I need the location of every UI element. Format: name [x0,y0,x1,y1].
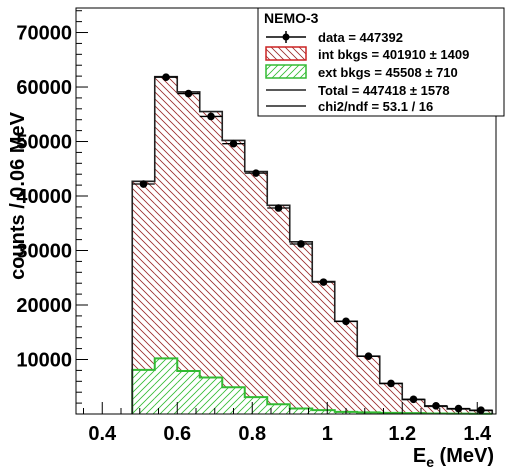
legend-total-label: Total = 447418 ± 1578 [318,83,450,98]
data-point-marker [432,402,440,410]
ext-bkgs-bar [267,404,290,414]
y-tick-label: 10000 [16,350,72,372]
x-tick-label: 1 [322,423,333,445]
ext-bkgs-bar [177,370,200,414]
data-point [357,352,380,361]
x-tick-label: 1.2 [388,423,416,445]
legend-data-label: data = 447392 [318,30,403,45]
data-point [424,402,448,410]
data-point [199,112,223,121]
data-point [402,395,425,404]
data-point-marker [387,379,395,388]
ext-bkgs-bar [289,408,313,414]
ext-bkgs-bar [244,397,268,414]
ext-bkgs-bar [132,369,155,414]
y-tick-label: 50000 [16,132,72,154]
data-point-marker [229,139,238,148]
data-point [469,406,493,414]
data-point [289,240,313,248]
data-point [222,139,245,148]
int-bkgs-bar [222,140,245,388]
int-bkgs-bar [154,76,178,359]
data-point [177,89,200,98]
ext-bkgs-bar [312,410,335,414]
int-bkgs-bar [379,383,403,413]
ext-bkgs-bar [154,358,178,414]
data-point [312,278,335,286]
data-point [267,204,290,212]
data-point [244,169,268,177]
data-point-marker [252,169,260,177]
data-point-marker [364,352,373,361]
x-tick-label: 0.4 [88,423,117,445]
int-bkgs-bar [267,205,290,405]
legend: NEMO-3 data = 447392 int bkgs = 401910 ±… [257,7,505,117]
x-axis-title-main: E [413,445,426,467]
x-axis-title: Ee (MeV) [413,445,494,470]
int-bkgs-bar [424,406,448,414]
int-bkgs-bar [132,181,155,370]
data-point-marker [162,73,170,82]
y-tick-label: 40000 [16,186,72,208]
legend-fit-label: chi2/ndf = 53.1 / 16 [318,99,433,114]
ext-bkgs-bar [222,387,245,414]
y-tick-label: 60000 [16,77,72,99]
data-point-marker [274,204,283,212]
ext-bkgs-bar [199,377,223,414]
data-point-marker [477,406,485,414]
int-bkgs-bar [199,111,223,378]
legend-ext-bkgs-label: ext bkgs = 45508 ± 710 [318,65,458,80]
int-bkgs-bar [357,356,380,413]
legend-ext-bkgs-swatch [265,64,307,79]
data-point [132,180,155,188]
int-bkgs-bar [312,281,335,411]
data-point-marker [297,240,305,248]
y-tick-label: 20000 [16,295,72,317]
data-point-marker [184,89,193,98]
x-tick-label: 0.6 [163,423,191,445]
int-bkgs-bar [334,321,358,412]
x-tick-label: 1.4 [463,423,492,445]
y-tick-label: 70000 [16,23,72,45]
legend-data-marker [282,33,290,41]
x-tick-label: 0.8 [238,423,266,445]
int-bkgs-bar [402,399,425,414]
y-tick-label: 30000 [16,241,72,263]
int-bkgs-bar [244,171,268,398]
data-point-marker [207,112,215,121]
ext-bkgs-outline [131,357,494,415]
int-bkgs-bar [177,91,200,371]
data-point-marker [342,317,350,326]
data-point-marker [139,180,148,188]
data-point [154,73,178,82]
y-axis-title: counts / 0.06 MeV [7,111,29,279]
plot-area [131,73,494,415]
legend-title: NEMO-3 [264,10,319,26]
data-point-marker [319,278,328,286]
data-point [379,379,403,388]
x-axis-title-subscript: e [426,454,434,470]
legend-box [257,7,505,117]
legend-int-bkgs-swatch [265,46,307,61]
data-point-marker [409,395,418,404]
x-axis-title-unit: (MeV) [434,445,494,467]
legend-int-bkgs-label: int bkgs = 401910 ± 1409 [318,47,469,62]
data-point [334,317,358,326]
axes: 0.4 0.6 0.8 1 1.2 1.4 10000 20000 30000 40000 5000… [16,7,497,445]
int-bkgs-bar [289,241,313,409]
